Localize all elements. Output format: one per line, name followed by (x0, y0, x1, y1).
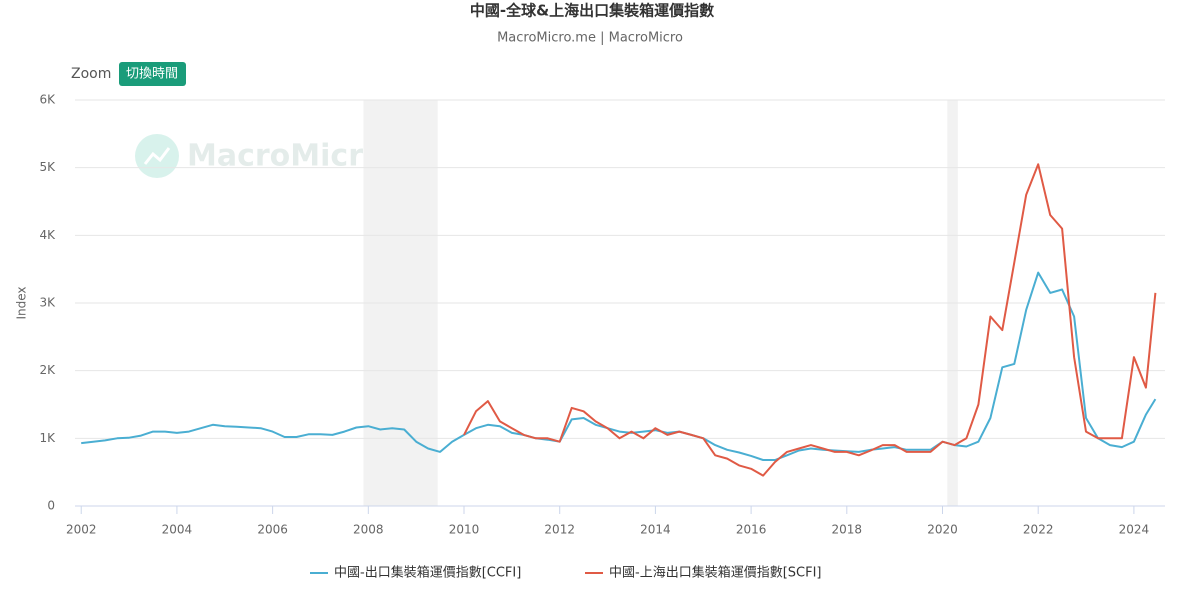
legend-label: 中國-上海出口集裝箱運價指數[SCFI] (609, 565, 821, 581)
y-tick-label: 5K (39, 160, 56, 174)
x-tick-label: 2016 (736, 523, 767, 537)
zoom-button[interactable] (119, 62, 186, 86)
x-tick-label: 2022 (1023, 523, 1054, 537)
x-tick-label: 2008 (353, 523, 384, 537)
x-tick-label: 2010 (449, 523, 480, 537)
zoom-button-text[interactable]: 切換時間 (126, 67, 178, 82)
watermark: MacroMicro (187, 139, 384, 174)
series-line (463, 163, 1157, 477)
legend-label: 中國-出口集裝箱運價指數[CCFI] (334, 565, 521, 581)
zoom-label: Zoom (71, 66, 111, 82)
chart-title: 中國-全球&上海出口集裝箱運價指數 (470, 2, 714, 20)
x-tick-label: 2020 (927, 523, 958, 537)
x-tick-label: 2012 (544, 523, 575, 537)
x-tick-label: 2024 (1119, 523, 1150, 537)
y-tick-label: 6K (39, 93, 56, 107)
x-tick-label: 2006 (257, 523, 288, 537)
y-axis-label: Index (15, 286, 29, 319)
series-line (81, 271, 1157, 461)
watermark-icon-line (143, 147, 171, 165)
x-tick-label: 2004 (162, 523, 193, 537)
y-tick-label: 1K (39, 431, 56, 445)
y-tick-label: 3K (39, 296, 56, 310)
chart-subtitle: MacroMicro.me | MacroMicro (497, 31, 683, 46)
x-tick-label: 2014 (640, 523, 671, 537)
y-tick-label: 0 (47, 499, 55, 513)
x-tick-label: 2018 (832, 523, 863, 537)
y-tick-label: 4K (39, 228, 56, 242)
x-tick-label: 2002 (66, 523, 97, 537)
y-tick-label: 2K (39, 363, 56, 377)
